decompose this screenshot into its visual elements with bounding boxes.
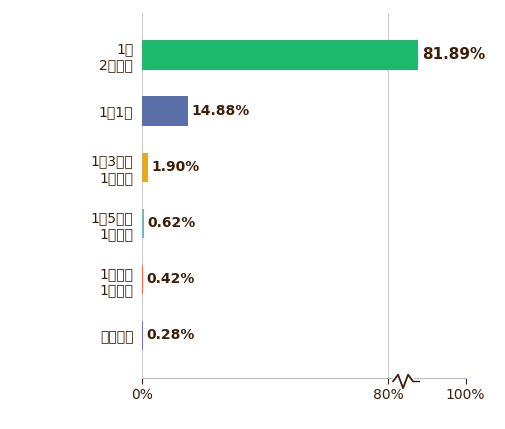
Bar	[141, 97, 187, 126]
Text: 0.42%: 0.42%	[146, 272, 194, 286]
Text: 0.62%: 0.62%	[147, 216, 195, 230]
Text: 0.28%: 0.28%	[146, 329, 194, 342]
Bar	[141, 153, 147, 182]
Bar	[141, 265, 143, 294]
Bar	[141, 40, 417, 69]
Text: 81.89%: 81.89%	[421, 48, 484, 63]
Text: 14.88%: 14.88%	[191, 104, 249, 118]
Bar	[141, 321, 142, 350]
Text: 1.90%: 1.90%	[151, 160, 199, 174]
Bar	[141, 208, 143, 238]
